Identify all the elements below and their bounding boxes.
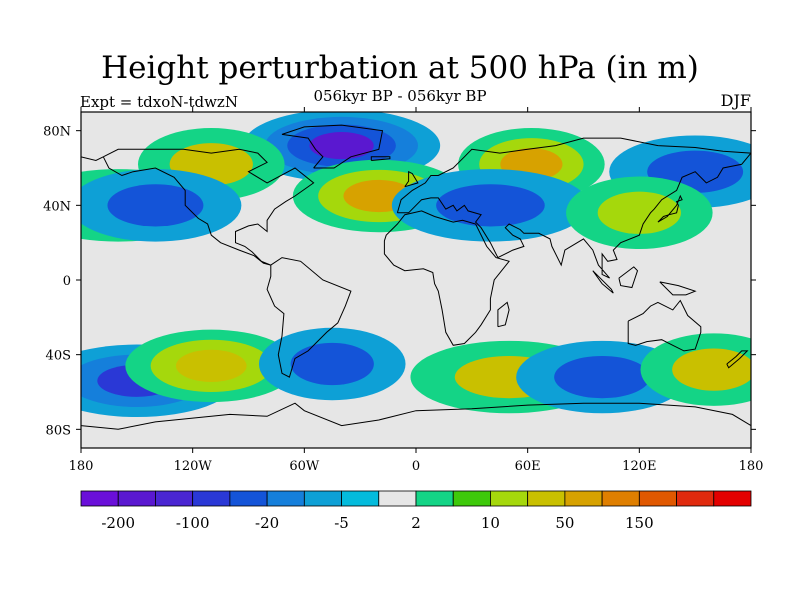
colorbar-tick-label: -5 bbox=[334, 514, 349, 532]
lon-tick-label: 60E bbox=[515, 459, 541, 474]
colorbar-swatch bbox=[490, 490, 529, 507]
chart-title: Height perturbation at 500 hPa (in m) bbox=[101, 50, 699, 86]
colorbar-swatch bbox=[341, 490, 380, 507]
colorbar-swatch bbox=[80, 490, 119, 507]
contour-level bbox=[554, 355, 651, 399]
coastline bbox=[726, 350, 749, 369]
colorbar-swatch bbox=[564, 490, 603, 507]
colorbar-swatch bbox=[266, 490, 305, 507]
coastline bbox=[397, 152, 751, 279]
anomaly-blob bbox=[566, 176, 713, 250]
colorbar-swatch bbox=[638, 490, 677, 507]
lat-tick-label: 0 bbox=[63, 274, 71, 289]
coastline bbox=[396, 137, 751, 213]
chart-subtitle: 056kyr BP - 056kyr BP bbox=[313, 87, 487, 105]
colorbar-swatch bbox=[601, 490, 640, 507]
colorbar-tick-label: -100 bbox=[176, 514, 210, 532]
coastline bbox=[659, 281, 697, 296]
contour-level bbox=[672, 348, 751, 391]
colorbar-tick-label: -200 bbox=[101, 514, 135, 532]
lat-tick-label: 80N bbox=[43, 125, 71, 140]
colorbar-swatch bbox=[192, 490, 231, 507]
coastline bbox=[81, 402, 751, 430]
coastline bbox=[266, 257, 352, 378]
colorbar-swatch bbox=[527, 490, 566, 507]
colorbar-swatch bbox=[415, 490, 454, 507]
lon-tick-label: 120E bbox=[622, 459, 656, 474]
colorbar-swatch bbox=[155, 490, 194, 507]
colorbar-swatch bbox=[117, 490, 156, 507]
coastline bbox=[627, 299, 702, 352]
map-axes: 180 120W 60W 0 60E 120E 180 80N 40N 0 40S 80S bbox=[43, 107, 763, 474]
lon-tick-label: 0 bbox=[412, 459, 420, 474]
colorbar-swatch bbox=[452, 490, 491, 507]
contour-level bbox=[309, 132, 374, 160]
contour-level bbox=[436, 184, 545, 227]
contour-fields bbox=[81, 112, 751, 418]
coastline bbox=[81, 156, 104, 162]
coastline bbox=[657, 194, 683, 223]
coastline bbox=[592, 270, 614, 294]
coastlines bbox=[81, 124, 751, 430]
lat-tick-label: 40N bbox=[43, 199, 71, 214]
coastline bbox=[404, 170, 419, 188]
coastline bbox=[370, 156, 391, 161]
experiment-label: Expt = tdxoN-tdwzN bbox=[80, 93, 238, 111]
lon-tick-label: 120W bbox=[174, 459, 213, 474]
colorbar-swatch bbox=[378, 490, 417, 507]
coastline bbox=[497, 301, 510, 328]
colorbar-swatch bbox=[303, 490, 342, 507]
contour-level bbox=[175, 349, 247, 382]
anomaly-blob bbox=[391, 169, 590, 242]
coastline bbox=[383, 210, 510, 346]
contour-level bbox=[107, 184, 204, 227]
coastline bbox=[618, 266, 639, 289]
contour-level bbox=[290, 342, 374, 386]
lat-tick-label: 40S bbox=[46, 349, 71, 364]
anomaly-blob bbox=[258, 327, 406, 401]
anomaly-blob bbox=[292, 159, 465, 233]
colorbar-tick-label: 2 bbox=[411, 514, 421, 532]
colorbar: -200 -100 -20 -5 2 10 50 150 bbox=[80, 490, 752, 532]
colorbar-tick-label: 10 bbox=[481, 514, 500, 532]
lon-tick-label: 60W bbox=[289, 459, 320, 474]
colorbar-swatch bbox=[229, 490, 268, 507]
anomaly-blob bbox=[125, 329, 298, 403]
colorbar-tick-label: 50 bbox=[555, 514, 574, 532]
colorbar-swatch bbox=[713, 490, 752, 507]
lon-tick-label: 180 bbox=[739, 459, 764, 474]
contour-level bbox=[597, 191, 681, 234]
coastline bbox=[281, 124, 384, 169]
lon-tick-label: 180 bbox=[69, 459, 94, 474]
colorbar-swatch bbox=[676, 490, 715, 507]
anomaly-blob bbox=[81, 169, 242, 242]
coastline bbox=[102, 148, 315, 266]
anomaly-blob bbox=[640, 333, 751, 406]
season-label: DJF bbox=[720, 91, 751, 110]
colorbar-tick-label: 150 bbox=[625, 514, 654, 532]
lat-tick-label: 80S bbox=[46, 423, 71, 438]
colorbar-tick-label: -20 bbox=[255, 514, 279, 532]
